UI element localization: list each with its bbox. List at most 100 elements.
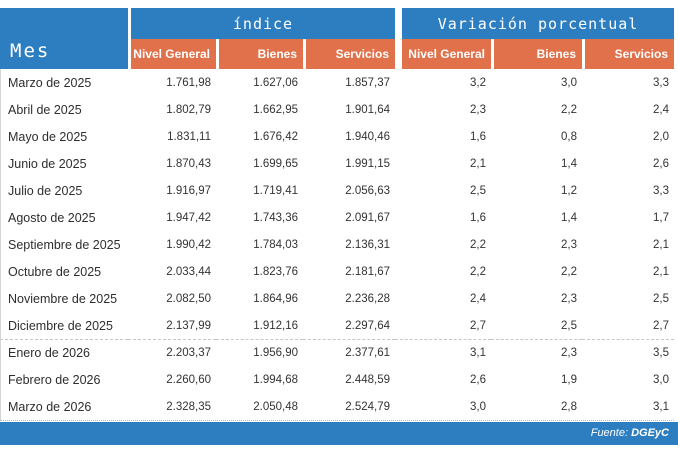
- indice-bienes-cell: 1.912,16: [216, 312, 303, 339]
- variacion-servicios-cell: 3,0: [582, 366, 675, 393]
- col-header-variacion-bienes: Bienes: [491, 39, 582, 69]
- variacion-bienes-cell: 2,2: [491, 96, 582, 123]
- month-cell: Mayo de 2025: [0, 123, 128, 150]
- variacion-porcentual-group-header: Variación porcentual: [395, 8, 675, 39]
- indice-servicios-cell: 1.991,15: [303, 150, 395, 177]
- indice-bienes-cell: 1.719,41: [216, 177, 303, 204]
- variacion-bienes-cell: 1,2: [491, 177, 582, 204]
- variacion-servicios-cell: 3,1: [582, 393, 675, 420]
- variacion-servicios-cell: 2,7: [582, 312, 675, 339]
- month-cell: Noviembre de 2025: [0, 285, 128, 312]
- indice-nivel-general-cell: 2.033,44: [128, 258, 216, 285]
- variacion-nivel-general-cell: 3,0: [395, 393, 491, 420]
- variacion-bienes-cell: 2,3: [491, 339, 582, 366]
- variacion-servicios-cell: 2,4: [582, 96, 675, 123]
- variacion-bienes-cell: 1,4: [491, 150, 582, 177]
- source-footer-bar: Fuente: DGEyC: [0, 422, 678, 445]
- variacion-nivel-general-cell: 2,6: [395, 366, 491, 393]
- variacion-servicios-cell: 3,5: [582, 339, 675, 366]
- month-cell: Febrero de 2026: [0, 366, 128, 393]
- table-body: Marzo de 2025 1.761,98 1.627,06 1.857,37…: [0, 69, 675, 420]
- indice-servicios-cell: 1.857,37: [303, 69, 395, 96]
- table-row: Agosto de 2025 1.947,42 1.743,36 2.091,6…: [0, 204, 675, 231]
- month-cell: Junio de 2025: [0, 150, 128, 177]
- source-label: Fuente:: [590, 427, 629, 439]
- footer-divider: [0, 420, 674, 421]
- table-row: Abril de 2025 1.802,79 1.662,95 1.901,64…: [0, 96, 675, 123]
- month-cell: Enero de 2026: [0, 339, 128, 366]
- table-left-border: [0, 69, 1, 420]
- table-row: Marzo de 2026 2.328,35 2.050,48 2.524,79…: [0, 393, 675, 420]
- indice-nivel-general-cell: 2.082,50: [128, 285, 216, 312]
- source-value: DGEyC: [631, 427, 669, 439]
- month-cell: Julio de 2025: [0, 177, 128, 204]
- indice-servicios-cell: 2.091,67: [303, 204, 395, 231]
- indice-nivel-general-cell: 2.203,37: [128, 339, 216, 366]
- indice-bienes-cell: 1.994,68: [216, 366, 303, 393]
- variacion-nivel-general-cell: 1,6: [395, 123, 491, 150]
- indice-servicios-cell: 2.056,63: [303, 177, 395, 204]
- variacion-servicios-cell: 2,6: [582, 150, 675, 177]
- indice-bienes-cell: 1.627,06: [216, 69, 303, 96]
- variacion-servicios-cell: 2,1: [582, 231, 675, 258]
- month-cell: Marzo de 2026: [0, 393, 128, 420]
- indice-bienes-cell: 1.956,90: [216, 339, 303, 366]
- month-cell: Septiembre de 2025: [0, 231, 128, 258]
- month-cell: Agosto de 2025: [0, 204, 128, 231]
- col-header-variacion-nivel-general: Nivel General: [395, 39, 491, 69]
- indice-nivel-general-cell: 1.947,42: [128, 204, 216, 231]
- indice-servicios-cell: 2.297,64: [303, 312, 395, 339]
- variacion-bienes-cell: 0,8: [491, 123, 582, 150]
- indice-group-header: índice: [128, 8, 395, 39]
- variacion-bienes-cell: 2,5: [491, 312, 582, 339]
- indice-servicios-cell: 1.901,64: [303, 96, 395, 123]
- indice-bienes-cell: 2.050,48: [216, 393, 303, 420]
- variacion-bienes-cell: 1,4: [491, 204, 582, 231]
- indice-nivel-general-cell: 1.916,97: [128, 177, 216, 204]
- variacion-bienes-cell: 2,3: [491, 285, 582, 312]
- indice-nivel-general-cell: 1.761,98: [128, 69, 216, 96]
- indice-bienes-cell: 1.864,96: [216, 285, 303, 312]
- variacion-nivel-general-cell: 2,2: [395, 231, 491, 258]
- table-row: Diciembre de 2025 2.137,99 1.912,16 2.29…: [0, 312, 675, 339]
- variacion-nivel-general-cell: 3,1: [395, 339, 491, 366]
- subcolumn-header-row: Nivel General Bienes Servicios Nivel Gen…: [0, 39, 675, 69]
- col-header-indice-servicios: Servicios: [303, 39, 395, 69]
- variacion-servicios-cell: 3,3: [582, 177, 675, 204]
- variacion-bienes-cell: 2,2: [491, 258, 582, 285]
- variacion-nivel-general-cell: 3,2: [395, 69, 491, 96]
- table-row: Noviembre de 2025 2.082,50 1.864,96 2.23…: [0, 285, 675, 312]
- indice-servicios-cell: 2.136,31: [303, 231, 395, 258]
- variacion-servicios-cell: 3,3: [582, 69, 675, 96]
- price-index-table: Mes índice Variación porcentual Nivel Ge…: [0, 8, 675, 420]
- table-row: Febrero de 2026 2.260,60 1.994,68 2.448,…: [0, 366, 675, 393]
- table-row: Septiembre de 2025 1.990,42 1.784,03 2.1…: [0, 231, 675, 258]
- variacion-nivel-general-cell: 2,5: [395, 177, 491, 204]
- indice-nivel-general-cell: 1.990,42: [128, 231, 216, 258]
- variacion-servicios-cell: 1,7: [582, 204, 675, 231]
- indice-bienes-cell: 1.662,95: [216, 96, 303, 123]
- month-cell: Marzo de 2025: [0, 69, 128, 96]
- indice-bienes-cell: 1.699,65: [216, 150, 303, 177]
- variacion-servicios-cell: 2,1: [582, 258, 675, 285]
- table-row: Mayo de 2025 1.831,11 1.676,42 1.940,46 …: [0, 123, 675, 150]
- indice-servicios-cell: 2.181,67: [303, 258, 395, 285]
- table-header: Mes índice Variación porcentual Nivel Ge…: [0, 8, 675, 69]
- month-cell: Diciembre de 2025: [0, 312, 128, 339]
- variacion-nivel-general-cell: 2,7: [395, 312, 491, 339]
- variacion-nivel-general-cell: 2,3: [395, 96, 491, 123]
- mes-column-header: Mes: [0, 8, 128, 69]
- col-header-variacion-servicios: Servicios: [582, 39, 675, 69]
- indice-bienes-cell: 1.784,03: [216, 231, 303, 258]
- table-row: Junio de 2025 1.870,43 1.699,65 1.991,15…: [0, 150, 675, 177]
- indice-nivel-general-cell: 1.802,79: [128, 96, 216, 123]
- table-row: Octubre de 2025 2.033,44 1.823,76 2.181,…: [0, 258, 675, 285]
- variacion-nivel-general-cell: 1,6: [395, 204, 491, 231]
- col-header-indice-bienes: Bienes: [216, 39, 303, 69]
- variacion-servicios-cell: 2,0: [582, 123, 675, 150]
- indice-servicios-cell: 2.236,28: [303, 285, 395, 312]
- indice-servicios-cell: 2.448,59: [303, 366, 395, 393]
- variacion-bienes-cell: 2,3: [491, 231, 582, 258]
- group-header-row: Mes índice Variación porcentual: [0, 8, 675, 69]
- table-row: Marzo de 2025 1.761,98 1.627,06 1.857,37…: [0, 69, 675, 96]
